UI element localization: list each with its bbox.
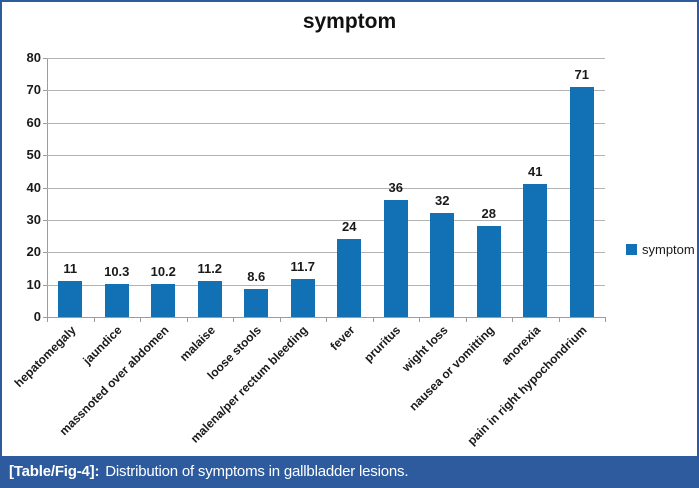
category-label: malaise bbox=[176, 323, 218, 365]
bar-value-label: 8.6 bbox=[247, 269, 266, 285]
y-axis-label-10: 10 bbox=[26, 276, 41, 292]
category-label: pruritus bbox=[361, 323, 404, 365]
y-axis-tick-80 bbox=[43, 58, 47, 59]
x-axis-tick bbox=[605, 317, 606, 322]
x-axis-tick bbox=[373, 317, 374, 322]
y-axis-label-0: 0 bbox=[33, 309, 41, 324]
gridline-80 bbox=[47, 58, 605, 59]
plot-area: 0 10 20 30 40 50 60 70 80 11 hepatomegaly 10.3 jaund… bbox=[11, 50, 606, 448]
bar-value-label: 10.3 bbox=[104, 263, 130, 279]
y-axis-tick-20 bbox=[43, 252, 47, 254]
x-axis-tick bbox=[47, 317, 48, 322]
category-label: jaundice bbox=[80, 323, 125, 368]
y-axis-tick-60 bbox=[43, 122, 47, 124]
bar-value-label: 11.7 bbox=[290, 259, 316, 275]
bar-malaise bbox=[197, 280, 222, 317]
bar-hepatomegaly bbox=[58, 281, 83, 317]
bar-massnoted-over-abdomen bbox=[151, 283, 176, 317]
chart-title: symptom bbox=[302, 10, 397, 33]
caption-tag: [Table/Fig-4]: bbox=[9, 462, 100, 480]
bar-value-label: 36 bbox=[388, 180, 403, 196]
bar-pain-in-right-hypochondrium bbox=[569, 87, 594, 317]
x-axis-tick bbox=[280, 317, 281, 322]
bar-value-label: 28 bbox=[481, 206, 496, 222]
bar-value-label: 41 bbox=[528, 164, 543, 180]
x-axis-tick bbox=[140, 317, 141, 322]
gridline-20 bbox=[47, 252, 605, 254]
bar-value-label: 24 bbox=[342, 219, 357, 235]
x-axis-tick bbox=[466, 317, 467, 322]
y-axis-tick-40 bbox=[43, 187, 47, 189]
legend-swatch-icon bbox=[626, 244, 637, 255]
bar-pruritus bbox=[383, 200, 408, 317]
caption-text: Distribution of symptoms in gallbladder … bbox=[105, 462, 409, 480]
gridline-70 bbox=[47, 90, 605, 92]
x-axis-tick bbox=[233, 317, 234, 322]
bar-loose-stools bbox=[244, 289, 269, 317]
y-axis-tick-10 bbox=[43, 284, 47, 286]
y-axis-label-70: 70 bbox=[26, 82, 41, 98]
bar-value-label: 11.2 bbox=[197, 260, 223, 276]
legend-label: symptom bbox=[642, 242, 695, 257]
gridline-40 bbox=[47, 187, 605, 189]
y-axis-label-40: 40 bbox=[26, 179, 41, 195]
x-axis-tick bbox=[326, 317, 327, 322]
y-axis-tick-30 bbox=[43, 219, 47, 221]
bar-value-label: 11 bbox=[63, 261, 78, 277]
category-label: anorexia bbox=[498, 323, 544, 368]
bar-value-label: 71 bbox=[574, 67, 589, 83]
category-label: fever bbox=[326, 323, 358, 354]
y-axis-tick-0 bbox=[43, 317, 47, 318]
bar-anorexia bbox=[523, 184, 548, 317]
y-axis-label-30: 30 bbox=[26, 211, 41, 227]
y-axis-label-60: 60 bbox=[26, 114, 41, 130]
bar-fever bbox=[337, 239, 362, 317]
x-axis-tick bbox=[94, 317, 95, 322]
gridline-60 bbox=[47, 122, 605, 124]
y-axis-label-50: 50 bbox=[26, 147, 41, 163]
bar-value-label: 10.2 bbox=[150, 263, 176, 279]
y-axis-label-80: 80 bbox=[26, 50, 41, 65]
x-axis-tick bbox=[559, 317, 560, 322]
category-label: nausea or vomitting bbox=[406, 323, 497, 414]
y-axis-label-20: 20 bbox=[26, 244, 41, 260]
legend: symptom bbox=[626, 242, 695, 257]
y-axis-tick-50 bbox=[43, 155, 47, 157]
bar-wight-loss bbox=[430, 213, 455, 317]
bar-malena-per-rectum-bleeding bbox=[290, 279, 315, 317]
gridline-10 bbox=[47, 284, 605, 286]
figure-caption: [Table/Fig-4]: Distribution of symptoms … bbox=[2, 456, 697, 486]
x-axis-tick bbox=[512, 317, 513, 322]
category-label: hepatomegaly bbox=[11, 323, 79, 390]
bar-value-label: 32 bbox=[435, 193, 450, 209]
bar-nausea-or-vomitting bbox=[476, 226, 501, 317]
gridline-50 bbox=[47, 155, 605, 157]
x-axis-tick bbox=[187, 317, 188, 322]
gridline-30 bbox=[47, 219, 605, 221]
bar-jaundice bbox=[104, 283, 129, 317]
x-axis-tick bbox=[419, 317, 420, 322]
y-axis-tick-70 bbox=[43, 90, 47, 92]
